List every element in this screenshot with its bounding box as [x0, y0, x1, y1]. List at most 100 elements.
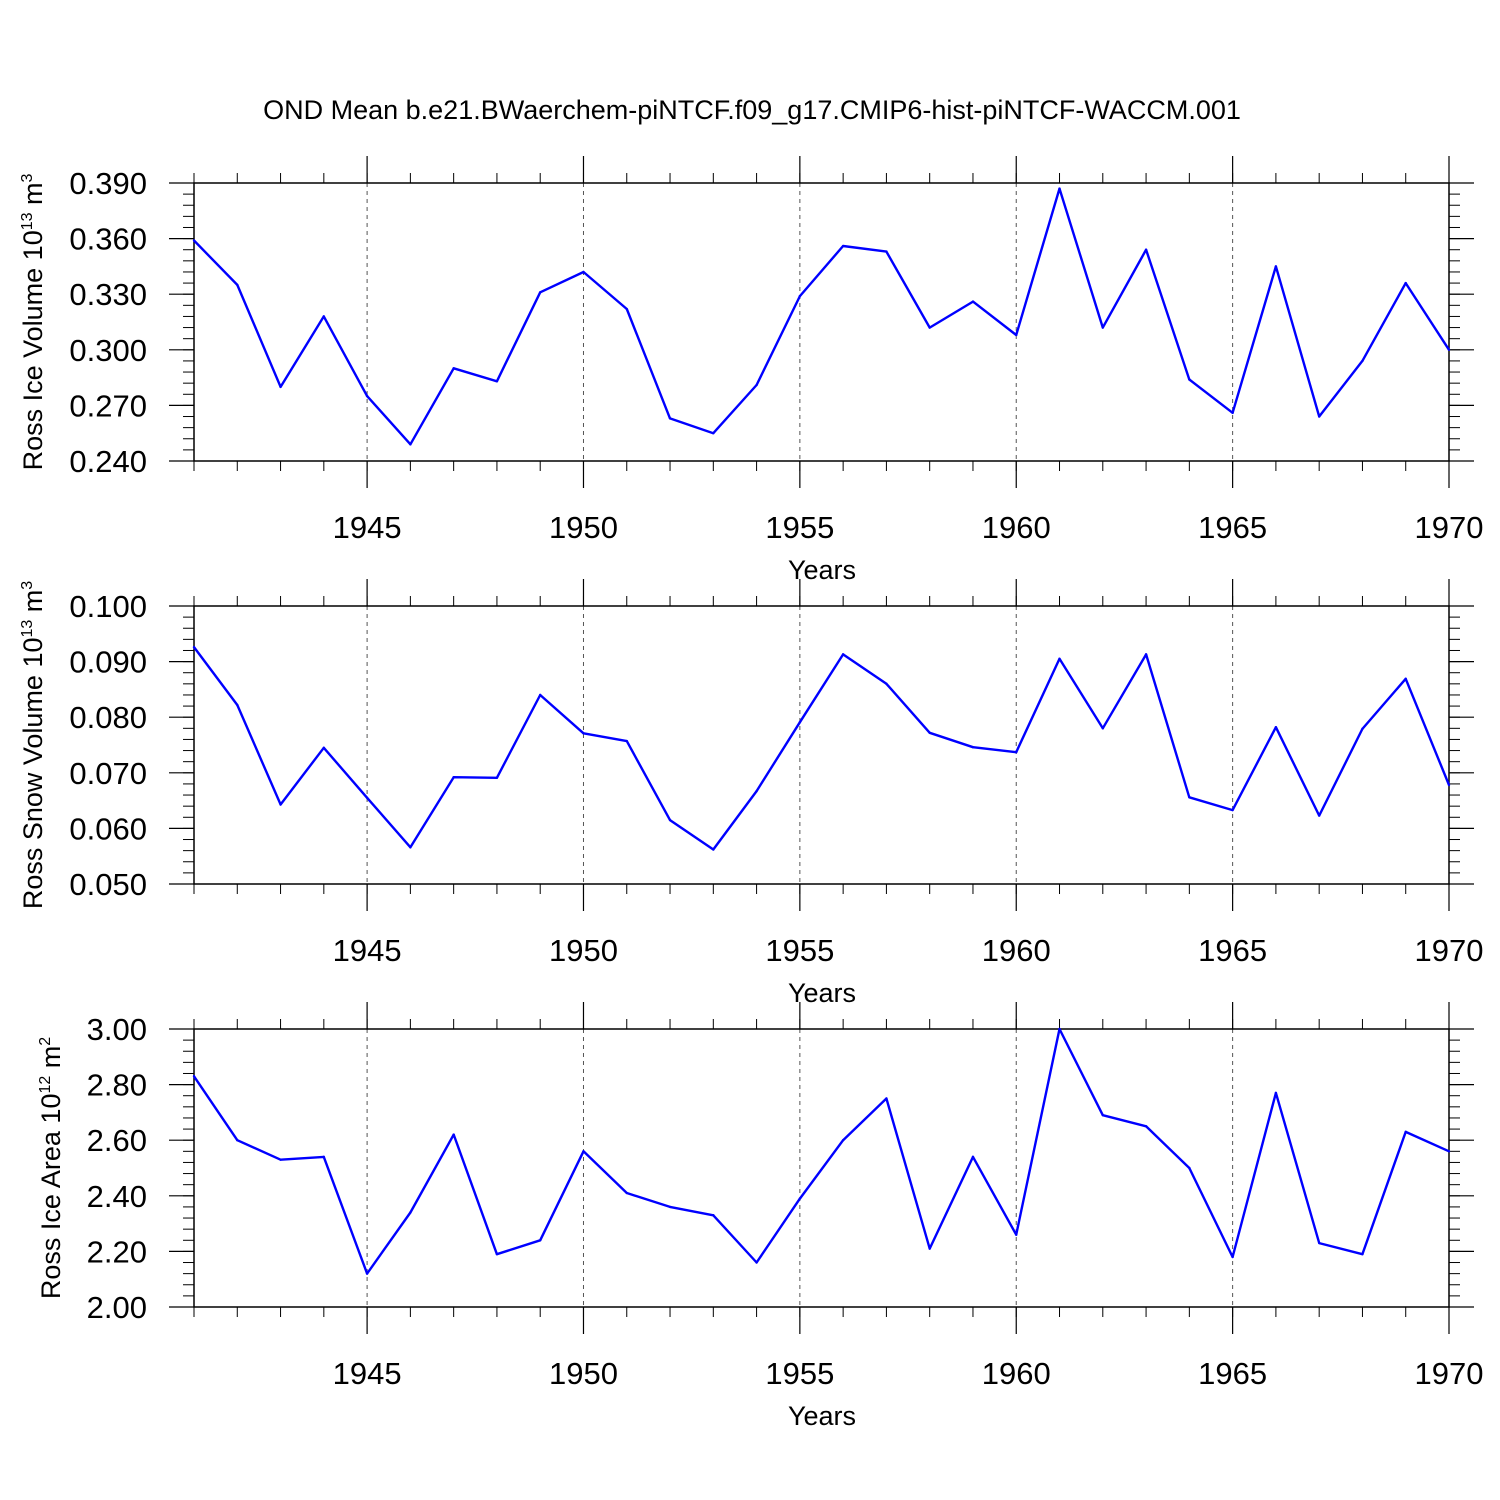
ice-area-data-point [1058, 1027, 1061, 1031]
snow-volume-data-point [409, 846, 412, 849]
snow-volume-ytick-label-0.100: 0.100 [69, 589, 147, 624]
ice-area-data-point [1447, 1150, 1451, 1153]
snow-volume-data-point [1015, 751, 1018, 754]
ice-volume-data-point [1188, 378, 1191, 381]
ice-volume-data-point [495, 380, 499, 383]
ice-area-data-point [582, 1150, 585, 1153]
ice-area-data-point [1231, 1255, 1234, 1259]
ice-volume-data-point [409, 443, 412, 446]
xlabel-ice-volume: Years [788, 555, 856, 585]
ice-volume-data-point [582, 270, 585, 274]
ice-area-data-point [1361, 1252, 1364, 1256]
ice-area-data-point [625, 1191, 628, 1195]
ice-volume-data-point [712, 432, 715, 435]
snow-volume-data-point [1361, 727, 1364, 731]
ice-volume-data-point [798, 294, 802, 298]
ice-volume-xtick-label-1945: 1945 [333, 510, 402, 545]
ice-volume-ytick-label-0.330: 0.330 [69, 277, 147, 312]
ice-area-data-point [1404, 1130, 1407, 1134]
ice-volume-data-point [322, 315, 326, 318]
ice-area-data-point [1274, 1091, 1278, 1095]
ice-volume-data-point [1447, 348, 1451, 351]
ice-volume-data-point [192, 239, 196, 242]
panel-ice-volume: Ross Ice Volume 1013 m3 Years 1945 1950 19… [18, 156, 1483, 585]
ylabel-snow-volume-unit: m [18, 590, 48, 620]
ice-area-ytick-label-2.20: 2.20 [87, 1234, 147, 1269]
snow-volume-data-point [885, 682, 888, 686]
snow-volume-plot-frame [193, 605, 1450, 885]
snow-volume-data-point [668, 818, 672, 822]
ice-area-data-point [928, 1247, 931, 1250]
snow-volume-data-point [712, 848, 715, 851]
snow-volume-ytick-label-0.080: 0.080 [69, 700, 147, 735]
ylabel-snow-volume: Ross Snow Volume 1013 m3 [18, 581, 48, 909]
snow-volume-data-point [365, 796, 369, 800]
ice-area-ytick-label-2.80: 2.80 [87, 1068, 147, 1103]
snow-volume-data-point [1404, 677, 1407, 681]
ice-volume-ytick-label-0.300: 0.300 [69, 333, 147, 368]
snow-volume-data-point [1058, 657, 1061, 661]
ylabel-ice-area-base: Ross Ice Area 10 [36, 1094, 66, 1300]
snow-volume-ytick-label-0.070: 0.070 [69, 756, 147, 791]
snow-volume-data-point [798, 721, 802, 724]
snow-volume-data-point [755, 789, 758, 793]
snow-volume-data-point [495, 776, 499, 780]
ice-area-data-point [1015, 1233, 1018, 1236]
ylabel-ice-area-exp: 12 [37, 1076, 54, 1094]
ice-area-xtick-label-1945: 1945 [333, 1356, 402, 1391]
chart-title: OND Mean b.e21.BWaerchem-piNTCF.f09_g17.… [263, 95, 1241, 125]
ice-area-data-point [495, 1252, 499, 1256]
ice-area-ytick-label-3.00: 3.00 [87, 1012, 147, 1047]
ice-volume-data-point [625, 307, 628, 311]
ice-area-data-point [755, 1261, 758, 1264]
ylabel-ice-volume-unit-exp: 3 [19, 173, 36, 182]
ylabel-snow-volume-exp: 13 [19, 620, 36, 638]
snow-volume-data-point [192, 645, 196, 649]
ice-volume-data-point [971, 300, 975, 303]
ice-volume-xtick-label-1955: 1955 [765, 510, 834, 545]
ice-area-xtick-label-1950: 1950 [549, 1356, 618, 1391]
ice-area-xtick-label-1955: 1955 [765, 1356, 834, 1391]
ice-area-data-point [668, 1205, 672, 1209]
ice-volume-data-point [1317, 415, 1321, 418]
snow-volume-data-point [236, 703, 239, 707]
ice-volume-data-point [841, 244, 845, 248]
snow-volume-data-point [322, 746, 326, 749]
ice-volume-data-point [279, 385, 282, 389]
ice-area-ytick-label-2.40: 2.40 [87, 1179, 147, 1214]
ice-volume-data-point [365, 394, 369, 398]
ice-area-data-point [971, 1155, 975, 1159]
ylabel-ice-volume: Ross Ice Volume 1013 m3 [18, 173, 48, 470]
ylabel-snow-volume-base: Ross Snow Volume 10 [18, 638, 48, 910]
ice-volume-data-point [1101, 326, 1104, 329]
ice-area-data-point [236, 1139, 239, 1142]
snow-volume-xtick-label-1955: 1955 [765, 933, 834, 968]
ice-area-data-point [1317, 1241, 1321, 1245]
snow-volume-data-point [279, 803, 282, 806]
snow-volume-data-point [1274, 726, 1278, 729]
snow-volume-ytick-label-0.050: 0.050 [69, 867, 147, 902]
ice-area-plot-frame [193, 1028, 1450, 1308]
snow-volume-data-point [539, 693, 542, 697]
ice-volume-data-point [928, 326, 931, 329]
ylabel-snow-volume-unit-exp: 3 [19, 581, 36, 590]
snow-volume-data-point [841, 653, 845, 656]
ice-volume-data-point [539, 291, 542, 294]
snow-volume-data-point [1101, 727, 1104, 730]
ice-volume-data-point [1058, 187, 1061, 190]
ice-volume-ytick-label-0.270: 0.270 [69, 388, 147, 423]
snow-volume-data-point [971, 746, 975, 749]
snow-volume-data-point [928, 731, 931, 734]
ice-volume-data-point [1404, 281, 1407, 285]
snow-volume-xtick-label-1945: 1945 [333, 933, 402, 968]
ice-area-xtick-label-1960: 1960 [982, 1356, 1051, 1391]
snow-volume-series-line [193, 646, 1451, 851]
snow-volume-data-point [452, 776, 455, 779]
ice-area-ytick-label-2.60: 2.60 [87, 1123, 147, 1158]
ice-volume-data-point [1274, 265, 1278, 268]
ice-area-data-point [539, 1239, 542, 1242]
ice-volume-data-point [668, 417, 672, 420]
snow-volume-xtick-label-1965: 1965 [1198, 933, 1267, 968]
ice-volume-xtick-label-1965: 1965 [1198, 510, 1267, 545]
